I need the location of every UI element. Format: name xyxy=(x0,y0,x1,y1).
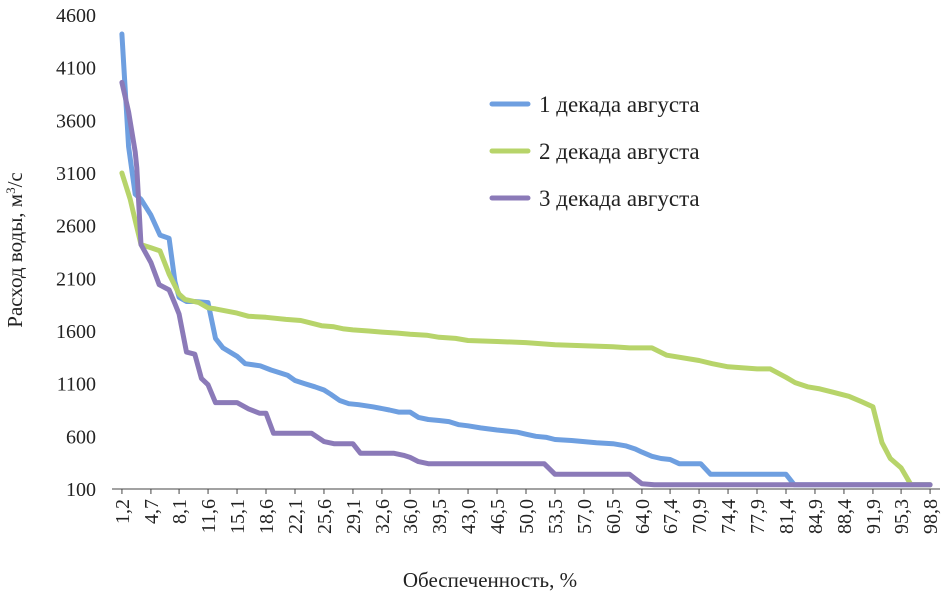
x-tick-label: 98,8 xyxy=(920,499,942,534)
x-tick-label: 32,6 xyxy=(372,499,394,534)
x-tick-label: 1,2 xyxy=(112,499,134,524)
y-tick-label: 1100 xyxy=(57,374,96,396)
x-tick-label: 70,9 xyxy=(689,499,711,534)
x-tick-label: 46,5 xyxy=(487,499,509,534)
x-tick-label: 67,4 xyxy=(660,499,682,534)
x-tick-label: 91,9 xyxy=(863,499,885,534)
x-tick-label: 36,0 xyxy=(400,499,422,534)
x-axis-title: Обеспеченность, % xyxy=(403,568,577,592)
x-tick-label: 64,0 xyxy=(632,499,654,534)
legend-label-1: 1 декада августа xyxy=(539,92,700,117)
x-tick-label: 50,0 xyxy=(516,499,538,534)
x-tick-label: 43,0 xyxy=(458,499,480,534)
x-tick-label: 60,5 xyxy=(603,499,625,534)
x-tick-label: 29,1 xyxy=(343,499,365,534)
x-tick-label: 11,6 xyxy=(198,499,220,533)
x-tick-label: 39,5 xyxy=(429,499,451,534)
y-tick-label: 1600 xyxy=(56,321,96,343)
x-tick-label: 4,7 xyxy=(141,499,163,524)
series-line-3 xyxy=(119,79,933,488)
x-tick-label: 88,4 xyxy=(834,499,856,534)
legend-label-3: 3 декада августа xyxy=(539,186,700,211)
y-axis-title: Расход воды, м3/с xyxy=(3,172,27,327)
x-tick-label: 77,9 xyxy=(747,499,769,534)
y-tick-label: 3600 xyxy=(56,110,96,132)
x-tick-label: 57,0 xyxy=(574,499,596,534)
x-tick-label: 95,3 xyxy=(891,499,913,534)
y-tick-label: 3100 xyxy=(56,163,96,185)
legend: 1 декада августа 2 декада августа 3 декада… xyxy=(489,92,700,211)
y-tick-label: 100 xyxy=(66,479,96,501)
y-tick-label: 2100 xyxy=(56,268,96,290)
x-tick-label: 8,1 xyxy=(169,499,191,524)
y-tick-label: 4600 xyxy=(56,5,96,27)
y-tick-label: 600 xyxy=(66,426,96,448)
y-axis-ticks: 100 600 1100 1600 2100 2600 3100 3600 4100 4600 xyxy=(56,5,96,501)
x-tick-label: 81,4 xyxy=(776,499,798,534)
x-tick-label: 84,9 xyxy=(805,499,827,534)
x-tick-label: 25,6 xyxy=(314,499,336,534)
x-tick-label: 18,6 xyxy=(256,499,278,534)
x-tick-label: 22,1 xyxy=(285,499,307,534)
x-tick-label: 74,4 xyxy=(718,499,740,534)
legend-label-2: 2 декада августа xyxy=(539,139,700,164)
y-tick-label: 2600 xyxy=(56,216,96,238)
x-axis-ticks: 1,2 4,7 8,1 11,6 15,1 18,6 22,1 25,6 29,1 32,6 36,… xyxy=(112,489,942,534)
y-tick-label: 4100 xyxy=(56,58,96,80)
x-tick-label: 53,5 xyxy=(545,499,567,534)
series-line-1 xyxy=(119,31,933,488)
x-tick-label: 15,1 xyxy=(227,499,249,534)
series-line-2 xyxy=(119,170,933,488)
series-lines xyxy=(119,31,933,488)
